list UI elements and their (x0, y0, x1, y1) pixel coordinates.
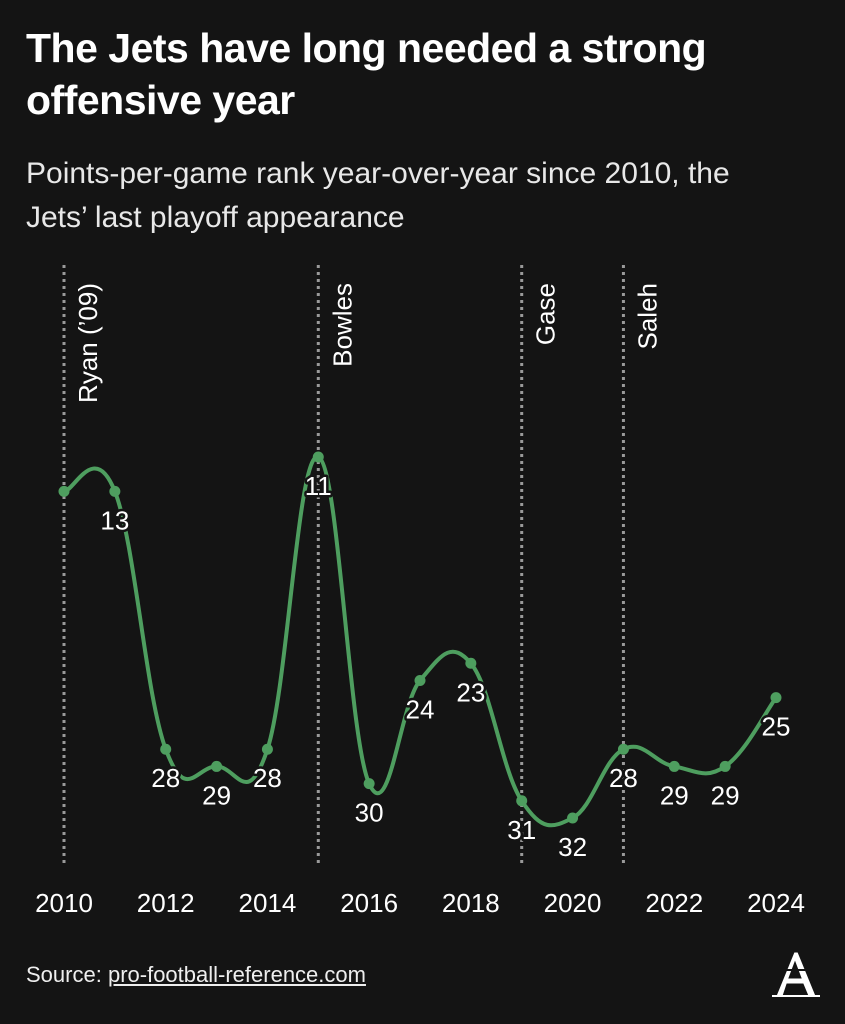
value-label: 30 (355, 798, 384, 828)
value-label: 28 (609, 763, 638, 793)
value-label: 28 (151, 763, 180, 793)
x-tick-label: 2018 (442, 888, 500, 918)
point (567, 812, 579, 824)
x-tick-label: 2022 (645, 888, 703, 918)
source-prefix: Source: (26, 962, 102, 987)
point (668, 760, 680, 772)
point (58, 485, 70, 497)
chart-title: The Jets have long needed a strong offen… (26, 25, 707, 123)
annotation-label: Gase (531, 283, 561, 345)
value-label: 31 (507, 815, 536, 845)
annotation-label: Saleh (632, 283, 662, 350)
value-label: 23 (456, 677, 485, 707)
chart-subtitle: Points-per-game rank year-over-year sinc… (26, 157, 730, 234)
annotation-label: Ryan (’09) (73, 283, 103, 403)
x-tick-label: 2014 (239, 888, 297, 918)
value-label: 29 (711, 780, 740, 810)
annotation-label: Bowles (327, 283, 357, 367)
point (617, 743, 629, 755)
point (109, 485, 121, 497)
point (211, 760, 223, 772)
point (719, 760, 731, 772)
x-tick-label: 2016 (340, 888, 398, 918)
point (465, 657, 477, 669)
point (261, 743, 273, 755)
value-label: 25 (762, 712, 791, 742)
value-label: 29 (660, 780, 689, 810)
x-tick-label: 2024 (747, 888, 805, 918)
x-tick-label: 2020 (544, 888, 602, 918)
point (516, 795, 528, 807)
value-label: 11 (305, 471, 332, 501)
point (160, 743, 172, 755)
source-link[interactable]: pro-football-reference.com (107, 962, 366, 987)
value-label: 13 (100, 505, 129, 535)
point (363, 778, 375, 790)
x-tick-label: 2012 (137, 888, 195, 918)
source: Source: pro-football-reference.com (26, 962, 366, 988)
value-label: 29 (202, 780, 231, 810)
point (770, 692, 782, 704)
value-label: 24 (406, 694, 435, 724)
value-label: 32 (558, 832, 587, 862)
value-label: 28 (253, 763, 282, 793)
point (414, 674, 426, 686)
logo (772, 951, 820, 997)
x-tick-label: 2010 (35, 888, 93, 918)
point (312, 451, 324, 463)
